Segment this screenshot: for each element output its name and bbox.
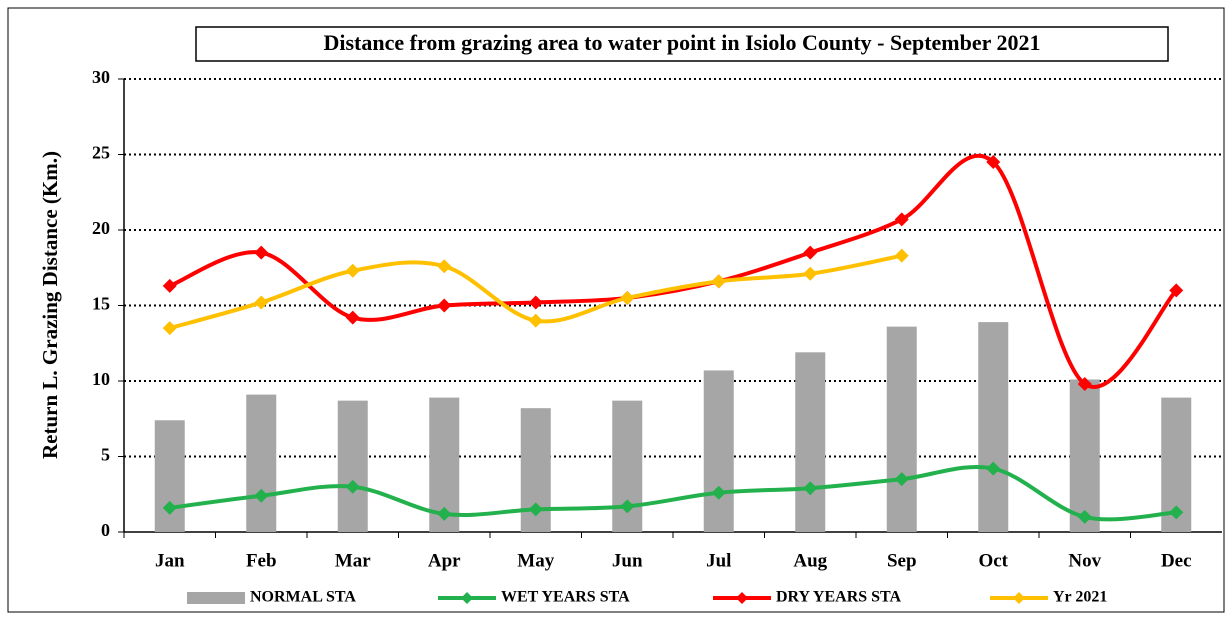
y-tick-label: 0 [101,520,110,540]
line-marker [345,479,360,494]
chart-title: Distance from grazing area to water poin… [324,30,1041,55]
line-marker [162,500,177,515]
line-marker [528,295,543,310]
x-tick-label: Dec [1161,550,1192,571]
line-marker [254,245,269,260]
line-marker [528,313,543,328]
x-tick-label: Jul [706,550,731,571]
line-marker [803,245,818,260]
line-marker [986,155,1001,170]
y-tick-label: 20 [92,218,110,238]
legend-marker [1013,592,1025,604]
x-tick-label: May [517,550,554,571]
bar [154,420,185,532]
line-marker [986,461,1001,476]
bar [703,370,734,532]
line-marker [345,310,360,325]
legend-label: NORMAL STA [250,589,356,606]
line-marker [894,472,909,487]
x-tick-label: Feb [246,550,277,571]
line-marker [254,488,269,503]
y-tick-label: 15 [92,294,110,314]
x-tick-label: Nov [1068,550,1101,571]
bar [1069,379,1100,532]
line-marker [254,295,269,310]
bar [795,352,826,532]
bar [246,394,277,532]
x-tick-label: Aug [793,550,827,571]
y-tick-label: 10 [92,369,110,389]
x-tick-label: Oct [978,550,1008,571]
line-marker [803,266,818,281]
line-marker [437,259,452,274]
x-tick-label: Sep [887,550,917,571]
bar [978,322,1009,532]
line-marker [345,263,360,278]
line-marker [437,506,452,521]
bar [886,326,917,532]
bar [337,400,368,532]
line-marker [1077,509,1092,524]
line-marker [528,502,543,517]
line-marker [162,278,177,293]
line-marker [1169,283,1184,298]
legend-marker [736,592,748,604]
x-tick-label: Apr [428,550,461,571]
line-marker [620,290,635,305]
line-marker [437,298,452,313]
title-box [195,26,1169,62]
x-tick-label: Jan [155,550,185,571]
x-tick-label: Mar [335,550,371,571]
legend-label: WET YEARS STA [501,589,630,606]
line-marker [711,274,726,289]
y-axis-label: Return L. Grazing Distance (Km.) [38,151,62,459]
line-marker [803,481,818,496]
line-marker [162,321,177,336]
x-tick-label: Jun [612,550,643,571]
legend-label: DRY YEARS STA [776,589,902,606]
y-tick-label: 30 [92,67,110,87]
line-marker [1169,505,1184,520]
line-series [169,464,1177,522]
y-tick-label: 5 [101,445,110,465]
line-marker [1077,377,1092,392]
line-marker [620,499,635,514]
legend-marker [461,592,473,604]
line-marker [894,248,909,263]
line-marker [894,212,909,227]
y-tick-label: 25 [92,143,110,163]
legend-label: Yr 2021 [1053,589,1107,606]
legend-swatch [187,592,245,604]
line-marker [711,485,726,500]
